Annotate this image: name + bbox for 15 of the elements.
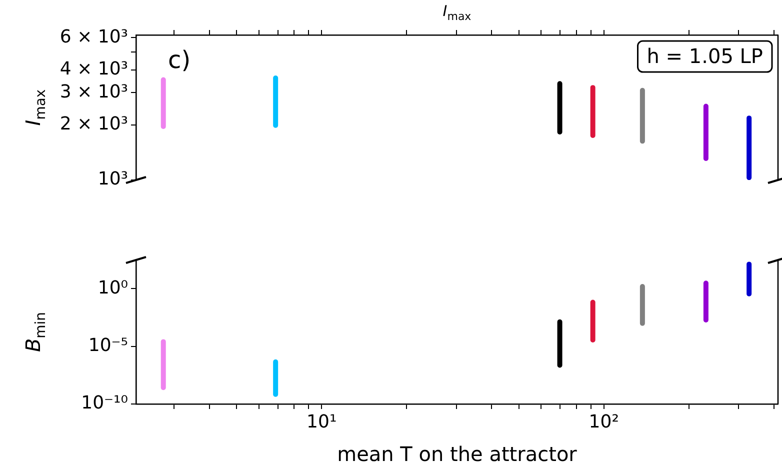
- y-tick-label: 10⁰: [98, 277, 128, 298]
- x-tick-label: 10²: [588, 411, 619, 432]
- annotation: h = 1.05 LP: [646, 44, 763, 68]
- y-axis-title: Bmin: [21, 312, 49, 352]
- y-axis-title: Imax: [21, 89, 49, 126]
- x-tick-label: 10¹: [306, 411, 337, 432]
- y-tick-label: 10³: [98, 168, 128, 190]
- x-axis-title: mean T on the attractor: [337, 442, 578, 466]
- y-tick-label: 2 × 10³: [60, 114, 128, 135]
- y-tick-label: 6 × 10³: [60, 26, 128, 48]
- y-tick-label: 3 × 10³: [60, 81, 128, 102]
- annotation: c): [168, 46, 191, 74]
- y-tick-label: 10⁻¹⁰: [81, 392, 128, 414]
- y-tick-label: 10⁻⁵: [88, 334, 128, 356]
- y-tick-label: 4 × 10³: [60, 58, 128, 80]
